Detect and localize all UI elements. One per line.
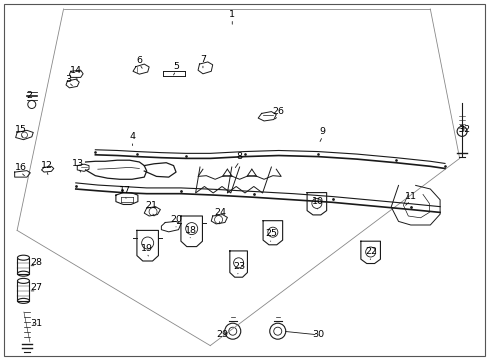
Ellipse shape	[18, 278, 29, 283]
Text: 27: 27	[31, 284, 42, 292]
Text: 9: 9	[319, 127, 325, 136]
Text: 28: 28	[31, 258, 42, 267]
Text: 14: 14	[70, 66, 81, 75]
Text: 13: 13	[72, 159, 84, 168]
Text: 1: 1	[229, 10, 235, 19]
Text: 29: 29	[216, 330, 228, 339]
Text: 22: 22	[365, 247, 377, 256]
Text: 16: 16	[15, 163, 26, 172]
Ellipse shape	[18, 255, 29, 260]
Text: 4: 4	[129, 132, 135, 141]
Text: 19: 19	[141, 244, 152, 253]
Text: 2: 2	[26, 91, 32, 100]
Text: 31: 31	[31, 320, 42, 328]
Bar	[18, 281, 29, 301]
Text: 12: 12	[41, 161, 52, 170]
Text: 18: 18	[184, 226, 196, 235]
Text: 26: 26	[272, 107, 284, 116]
Text: 7: 7	[200, 55, 205, 64]
Text: 21: 21	[145, 201, 157, 210]
Text: 32: 32	[458, 125, 469, 134]
Text: 8: 8	[236, 152, 242, 161]
Bar	[18, 258, 29, 274]
Text: 5: 5	[173, 62, 179, 71]
Text: 3: 3	[65, 75, 71, 84]
Text: 17: 17	[119, 186, 130, 195]
Text: 6: 6	[136, 56, 142, 65]
Text: 25: 25	[265, 230, 277, 238]
Text: 20: 20	[170, 215, 182, 224]
Text: 23: 23	[233, 262, 245, 271]
Text: 10: 10	[311, 197, 323, 206]
Text: 15: 15	[15, 125, 26, 134]
Text: 30: 30	[311, 330, 323, 339]
Text: 24: 24	[214, 208, 225, 217]
Text: 11: 11	[404, 192, 416, 201]
